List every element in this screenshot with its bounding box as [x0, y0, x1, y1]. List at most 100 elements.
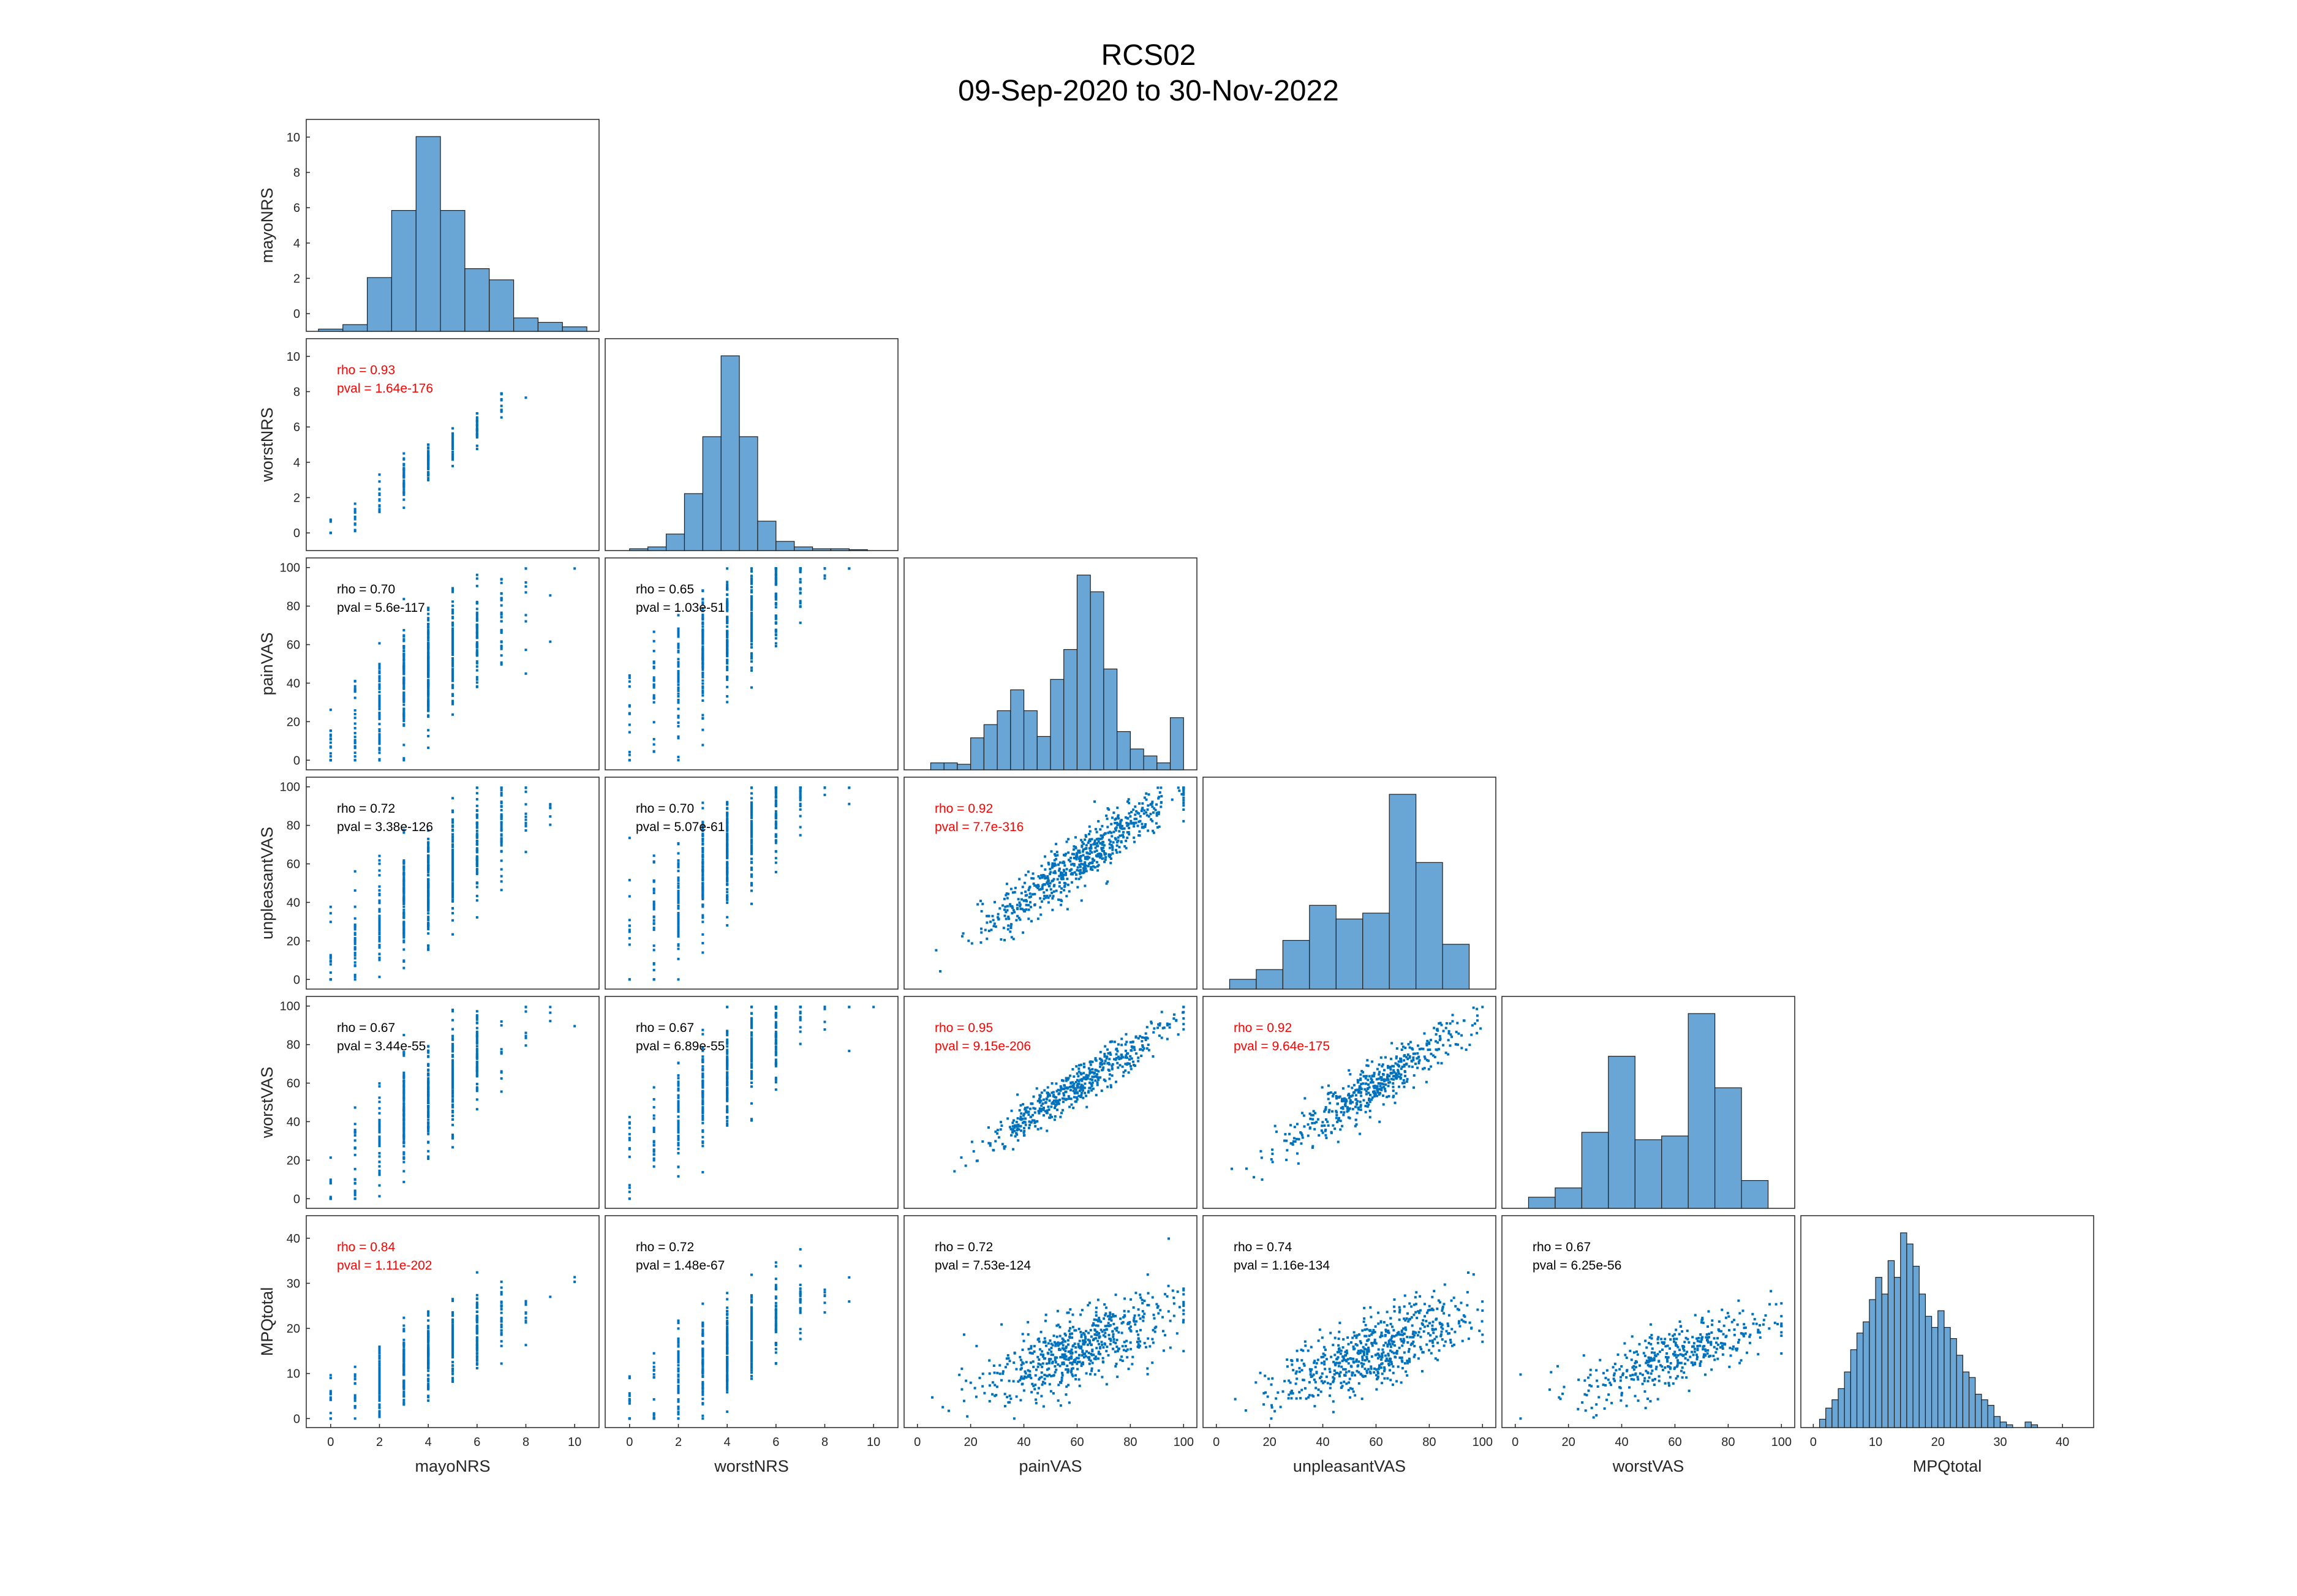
scatter-point: [677, 759, 680, 762]
scatter-point: [427, 695, 430, 698]
scatter-point: [701, 1095, 704, 1098]
scatter-point: [1106, 880, 1109, 883]
scatter-point: [1417, 1056, 1420, 1059]
scatter-point: [726, 890, 729, 894]
scatter-point: [677, 889, 680, 892]
scatter-point: [1095, 838, 1098, 841]
scatter-point: [750, 816, 753, 819]
scatter-point: [475, 798, 478, 801]
scatter-point: [500, 837, 503, 840]
scatter-point: [1044, 1110, 1047, 1113]
scatter-point: [1069, 873, 1073, 876]
scatter-point: [1016, 1129, 1019, 1132]
scatter-point: [1127, 1071, 1130, 1074]
scatter-point: [451, 1115, 454, 1118]
scatter-point: [1400, 1058, 1403, 1061]
scatter-point: [677, 725, 680, 728]
scatter-point: [1444, 1026, 1447, 1029]
scatter-point: [329, 1156, 332, 1159]
scatter-point: [677, 1175, 680, 1178]
scatter-point: [402, 1161, 405, 1164]
scatter-point: [402, 897, 405, 900]
scatter-point: [1447, 1029, 1450, 1033]
scatter-point: [1341, 1124, 1344, 1127]
scatter-point: [1119, 820, 1122, 823]
scatter-point: [652, 889, 655, 892]
scatter-point: [1122, 1071, 1125, 1074]
scatter-point: [1115, 844, 1118, 847]
scatter-point: [1093, 866, 1096, 869]
scatter-point: [378, 926, 381, 929]
scatter-point: [726, 619, 729, 622]
scatter-point: [774, 1021, 777, 1024]
scatter-point: [1027, 1113, 1030, 1116]
scatter-point: [1326, 1120, 1329, 1123]
scatter-point: [1157, 1023, 1160, 1026]
scatter-point: [677, 614, 680, 617]
scatter-point: [726, 625, 729, 628]
scatter-point: [475, 857, 478, 860]
scatter-point: [750, 608, 753, 611]
scatter-point: [475, 843, 478, 846]
scatter-point: [1435, 1033, 1438, 1036]
scatter-point: [475, 834, 478, 837]
scatter-point: [1146, 1037, 1149, 1040]
scatter-point: [1449, 1033, 1452, 1036]
scatter-point: [451, 861, 454, 864]
histogram-bar: [1688, 1013, 1716, 1209]
scatter-point: [774, 1058, 777, 1061]
scatter-point: [1285, 1139, 1288, 1142]
scatter-point: [475, 814, 478, 817]
scatter-point: [1414, 1063, 1417, 1066]
scatter-point: [451, 1086, 454, 1089]
scatter-point: [1155, 814, 1158, 817]
scatter-point: [726, 1120, 729, 1123]
scatter-point: [1340, 1107, 1343, 1110]
scatter-point: [1021, 886, 1024, 889]
scatter-point: [726, 1055, 729, 1058]
scatter-point: [378, 859, 381, 862]
scatter-point: [451, 797, 454, 800]
scatter-point: [1437, 1048, 1440, 1051]
scatter-point: [677, 669, 680, 672]
scatter-point: [1343, 1099, 1346, 1102]
histogram-bar: [562, 326, 587, 332]
scatter-point: [1154, 808, 1157, 811]
scatter-point: [1018, 1109, 1021, 1112]
scatter-point: [677, 679, 680, 682]
scatter-point: [427, 1101, 430, 1104]
scatter-point: [475, 786, 478, 789]
scatter-point: [1126, 831, 1129, 834]
scatter-point: [378, 683, 381, 686]
scatter-point: [774, 789, 777, 792]
scatter-point: [427, 1126, 430, 1129]
scatter-point: [1023, 1129, 1026, 1132]
scatter-point: [402, 474, 405, 477]
scatter-point: [451, 898, 454, 902]
histogram-bar: [957, 764, 971, 770]
scatter-point: [1032, 1113, 1035, 1116]
scatter-point: [1420, 1047, 1423, 1050]
scatter-point: [750, 585, 753, 589]
scatter-point: [823, 1007, 826, 1011]
scatter-point: [1303, 1097, 1307, 1100]
scatter-point: [677, 1101, 680, 1104]
scatter-point: [1036, 1099, 1039, 1102]
scatter-point: [1105, 882, 1108, 885]
scatter-point: [774, 791, 777, 794]
scatter-point: [1297, 1162, 1300, 1165]
scatter-point: [500, 1052, 503, 1055]
histogram-bar: [1925, 1316, 1933, 1428]
y-tick-label: 0: [293, 973, 300, 987]
scatter-point: [500, 824, 503, 827]
scatter-point: [451, 627, 454, 630]
scatter-point: [1062, 1101, 1065, 1104]
scatter-point: [1354, 1118, 1357, 1121]
scatter-point: [524, 818, 527, 821]
scatter-point: [701, 625, 704, 628]
scatter-point: [848, 567, 851, 570]
scatter-point: [1378, 1082, 1381, 1085]
scatter-point: [993, 901, 996, 904]
scatter-point: [378, 758, 381, 761]
scatter-point: [774, 810, 777, 813]
